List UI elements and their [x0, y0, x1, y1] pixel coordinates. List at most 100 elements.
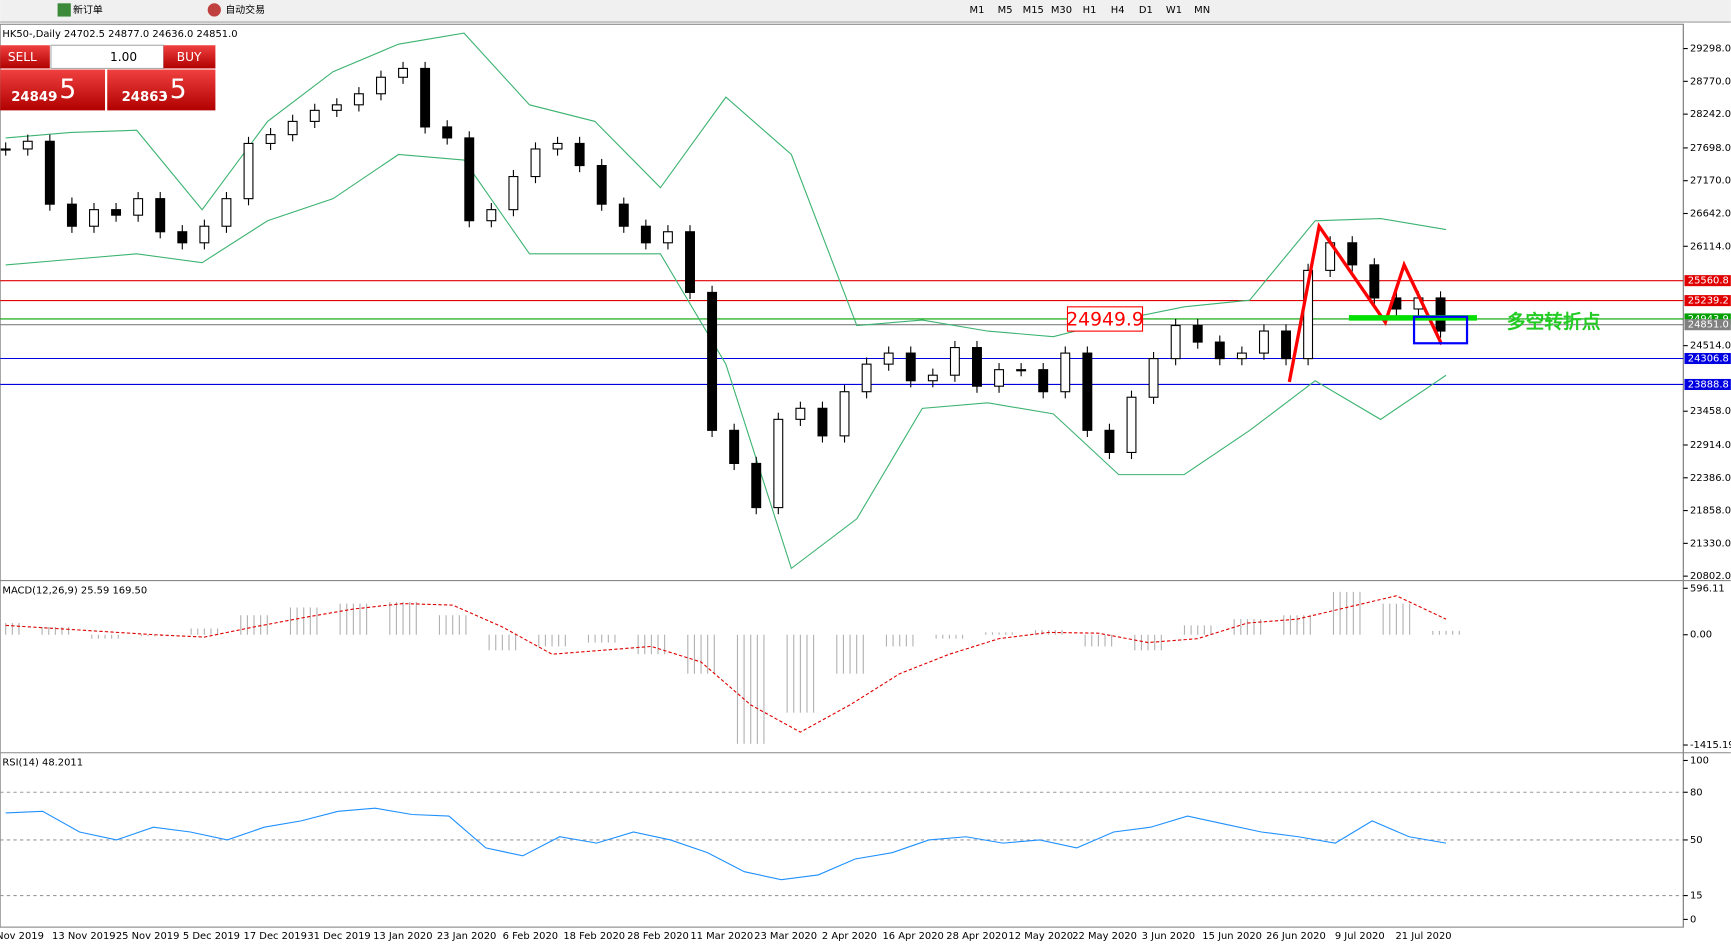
candle: [795, 407, 806, 420]
candle: [729, 429, 740, 464]
macd-tick-label: 596.11: [1690, 583, 1725, 594]
candle: [596, 165, 607, 205]
candle: [309, 109, 320, 122]
candle: [287, 120, 298, 136]
buy-label[interactable]: BUY: [177, 50, 202, 64]
date-label: Nov 2019: [0, 931, 44, 942]
candle: [1148, 358, 1159, 398]
date-label: 13 Nov 2019: [52, 931, 116, 942]
buy-button[interactable]: [163, 45, 216, 69]
price-tick-label: 21858.0: [1690, 506, 1731, 517]
buy-big: 24863: [122, 90, 168, 105]
date-label: 23 Jan 2020: [437, 931, 496, 942]
date-label: 6 Feb 2020: [503, 931, 558, 942]
candle: [486, 209, 497, 222]
buy-small: .5: [161, 74, 186, 105]
date-label: 28 Feb 2020: [627, 931, 689, 942]
rsi-tick-label: 100: [1690, 755, 1709, 766]
price-tick-label: 28242.0: [1690, 109, 1731, 120]
candle: [398, 67, 409, 78]
toolbar: [0, 0, 1731, 23]
price-tick-label: 28770.0: [1690, 76, 1731, 87]
candle: [662, 231, 673, 244]
date-label: 28 Apr 2020: [946, 931, 1007, 942]
timeframe[interactable]: M1: [970, 5, 985, 16]
candle: [994, 369, 1005, 387]
icon[interactable]: [207, 3, 221, 17]
candle: [353, 93, 364, 106]
candle: [707, 291, 718, 431]
timeframe[interactable]: D1: [1139, 5, 1153, 16]
date-label: 12 May 2020: [1008, 931, 1073, 942]
price-tick-label: 26642.0: [1690, 208, 1731, 219]
price-tick-label: 27170.0: [1690, 176, 1731, 187]
sell-big: 24849: [11, 90, 57, 105]
candle: [1170, 324, 1181, 360]
timeframe[interactable]: W1: [1166, 5, 1182, 16]
level-label-bg: [1684, 378, 1731, 390]
candle: [530, 148, 541, 178]
candle: [221, 198, 232, 227]
timeframe[interactable]: M30: [1051, 5, 1072, 16]
price-tick-label: 21330.0: [1690, 538, 1731, 549]
sell-label[interactable]: SELL: [8, 50, 37, 64]
rsi-line: [5, 807, 1447, 881]
auto-trading[interactable]: 自动交易: [225, 3, 265, 16]
price-annotation-box: [1066, 306, 1144, 332]
candle: [243, 142, 254, 200]
date-label: 31 Dec 2019: [307, 931, 370, 942]
lots[interactable]: 1.00: [110, 50, 137, 64]
candle: [1082, 352, 1093, 431]
timeframe[interactable]: H4: [1111, 5, 1125, 16]
candle: [66, 203, 77, 227]
new-order[interactable]: 新订单: [73, 3, 103, 16]
zigzag-arrow: [1287, 222, 1444, 383]
candle: [552, 142, 563, 150]
timeframe[interactable]: M5: [998, 5, 1013, 16]
price-tick-label: 24514.0: [1690, 341, 1731, 352]
date-label: 21 Jul 2020: [1395, 931, 1451, 942]
level-label-bg: [1684, 275, 1731, 287]
date-label: 26 Jun 2020: [1266, 931, 1326, 942]
lots-input[interactable]: [50, 44, 165, 69]
buy-price[interactable]: [107, 69, 216, 111]
candle: [155, 198, 166, 233]
candle: [1192, 324, 1203, 343]
rsi-header: RSI(14) 48.2011: [2, 758, 83, 769]
level-label: 25560.8: [1688, 276, 1729, 287]
timeframe[interactable]: H1: [1083, 5, 1097, 16]
level-label: 24306.8: [1688, 354, 1729, 365]
sell-small: .5: [51, 74, 76, 105]
candle: [839, 391, 850, 437]
timeframe[interactable]: M15: [1023, 5, 1044, 16]
price-tick-label: 27698.0: [1690, 143, 1731, 154]
candle: [331, 104, 342, 111]
candle: [1126, 396, 1137, 453]
price-tick-label: 20802.0: [1690, 571, 1731, 582]
price-tick-label: 22914.0: [1690, 440, 1731, 451]
candle: [1016, 369, 1027, 372]
candle: [508, 175, 519, 211]
date-label: 23 Mar 2020: [754, 931, 817, 942]
icon[interactable]: [57, 3, 71, 17]
date-label: 11 Mar 2020: [690, 931, 753, 942]
macd-tick-label: 0.00: [1690, 630, 1712, 641]
candle: [640, 225, 651, 244]
level-label: 23888.8: [1688, 379, 1729, 390]
candle: [905, 352, 916, 382]
bollinger-band: [5, 153, 1447, 570]
candle: [0, 148, 11, 151]
candle: [817, 407, 828, 437]
candle: [199, 225, 210, 244]
chart-header: HK50-,Daily 24702.5 24877.0 24636.0 2485…: [2, 29, 237, 40]
candle: [861, 363, 872, 393]
rsi-tick-label: 15: [1690, 891, 1703, 902]
candle: [1104, 429, 1115, 453]
sell-button[interactable]: [0, 45, 50, 69]
sell-price[interactable]: [0, 69, 106, 111]
candle: [773, 418, 784, 509]
candle: [883, 352, 894, 365]
timeframe[interactable]: MN: [1194, 5, 1210, 16]
candle: [111, 209, 122, 216]
